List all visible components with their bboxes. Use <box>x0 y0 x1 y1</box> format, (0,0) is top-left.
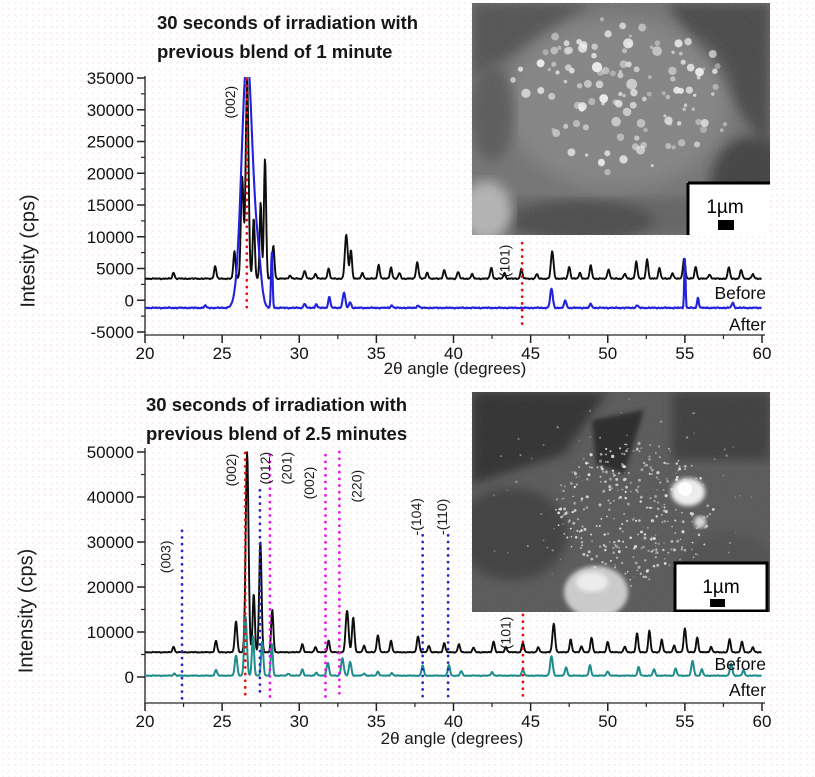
peak-label-(101): (101) <box>497 245 513 278</box>
peak-label--(110): -(110) <box>434 499 450 535</box>
svg-text:20: 20 <box>136 344 155 363</box>
svg-text:5000: 5000 <box>96 260 134 279</box>
peak-label-(002): (002) <box>222 86 238 119</box>
svg-text:25: 25 <box>213 712 232 731</box>
svg-text:15000: 15000 <box>87 196 134 215</box>
y-ticks-top: -5000 0 5000 10000 15000 20000 25000 30000 35000 <box>87 69 145 342</box>
svg-text:35: 35 <box>367 344 386 363</box>
chart-top-title: 30 seconds of irradiation with previous … <box>157 8 418 66</box>
svg-text:50: 50 <box>598 712 617 731</box>
sem-image-art-bottom <box>472 392 770 612</box>
peak-label--(104): -(104) <box>408 498 424 535</box>
svg-text:25: 25 <box>213 344 232 363</box>
chart-bottom-y-axis-label: Intensity (cps) <box>15 548 38 674</box>
axes-bottom <box>144 448 765 704</box>
y-ticks-bottom: 0 10000 20000 30000 40000 50000 <box>87 443 145 687</box>
x-ticks-top: 20 25 30 35 40 45 50 55 60 <box>136 335 772 363</box>
legend-label-after-bottom: After <box>729 680 766 700</box>
peak-label-(201): (201) <box>278 452 294 485</box>
svg-text:40000: 40000 <box>87 488 134 507</box>
annotations-bottom: (003) (002) (012) (201) (002) (220) -(104) -(11… <box>157 450 525 704</box>
svg-text:30000: 30000 <box>87 101 134 120</box>
svg-text:20: 20 <box>136 712 155 731</box>
svg-text:30000: 30000 <box>87 533 134 552</box>
chart-top-title-line2: previous blend of 1 minute <box>157 41 393 62</box>
series-after-curve-top <box>144 77 763 310</box>
svg-text:35: 35 <box>367 712 386 731</box>
series-before-curve-bottom <box>144 451 762 654</box>
svg-text:45: 45 <box>521 712 540 731</box>
chart-top-x-axis-label: 2θ angle (degrees) <box>383 359 527 378</box>
scale-label-bottom: 1µm <box>702 577 739 598</box>
svg-text:25000: 25000 <box>87 133 134 152</box>
svg-text:45: 45 <box>521 344 540 363</box>
chart-top-y-axis-label: Intesity (cps) <box>17 194 40 308</box>
scale-bar-mark-top <box>718 220 734 230</box>
chart-top-title-line1: 30 seconds of irradiation with <box>157 12 419 33</box>
svg-text:60: 60 <box>753 712 772 731</box>
peak-label-(002): (002) <box>223 454 239 487</box>
annotations-top: (002) (101) <box>222 77 524 332</box>
chart-bottom: 20 25 30 35 40 45 50 55 60 0 10000 20000 30000 40000 5… <box>87 443 772 731</box>
svg-text:0: 0 <box>125 291 134 310</box>
legend-label-before-bottom: Before <box>714 654 766 674</box>
svg-text:30: 30 <box>290 344 309 363</box>
legend-label-before-top: Before <box>714 283 766 303</box>
chart-bottom-title-line2: previous blend of 2.5 minutes <box>146 423 408 444</box>
svg-text:10000: 10000 <box>87 228 134 247</box>
svg-text:10000: 10000 <box>87 623 134 642</box>
chart-bottom-x-axis-label: 2θ angle (degrees) <box>380 729 524 748</box>
svg-text:0: 0 <box>125 668 134 687</box>
svg-text:55: 55 <box>675 344 694 363</box>
peak-label-(220): (220) <box>349 470 365 503</box>
scale-bar-top: 1µm <box>686 181 770 235</box>
peak-label-(101): (101) <box>497 617 513 650</box>
series-after-curve-bottom <box>144 615 762 678</box>
chart-bottom-title-line1: 30 seconds of irradiation with <box>146 394 408 415</box>
svg-text:40: 40 <box>444 344 463 363</box>
scale-bar-bottom: 1µm <box>673 561 769 612</box>
svg-text:30: 30 <box>290 712 309 731</box>
peak-label-(003): (003) <box>157 541 173 574</box>
peak-label-(002): (002) <box>301 467 317 500</box>
chart-top: 20 25 30 35 40 45 50 55 60 -5000 0 5000 10000 15000 20… <box>87 69 772 363</box>
svg-text:50000: 50000 <box>87 443 134 462</box>
sem-inset-bottom: 1µm <box>472 392 770 612</box>
scale-label-top: 1µm <box>706 197 743 218</box>
chart-bottom-title: 30 seconds of irradiation with previous … <box>146 390 407 448</box>
x-ticks-bottom: 20 25 30 35 40 45 50 55 60 <box>136 703 772 731</box>
svg-text:20000: 20000 <box>87 164 134 183</box>
svg-text:20000: 20000 <box>87 578 134 597</box>
scale-bar-mark-bottom <box>710 599 725 607</box>
legend-label-after-top: After <box>729 315 766 335</box>
sem-inset-top: 1µm <box>472 3 770 235</box>
svg-text:60: 60 <box>753 344 772 363</box>
svg-text:55: 55 <box>675 712 694 731</box>
svg-text:35000: 35000 <box>87 69 134 88</box>
peak-label-(012): (012) <box>257 452 273 485</box>
svg-text:40: 40 <box>444 712 463 731</box>
svg-text:50: 50 <box>598 344 617 363</box>
svg-text:-5000: -5000 <box>91 323 134 342</box>
